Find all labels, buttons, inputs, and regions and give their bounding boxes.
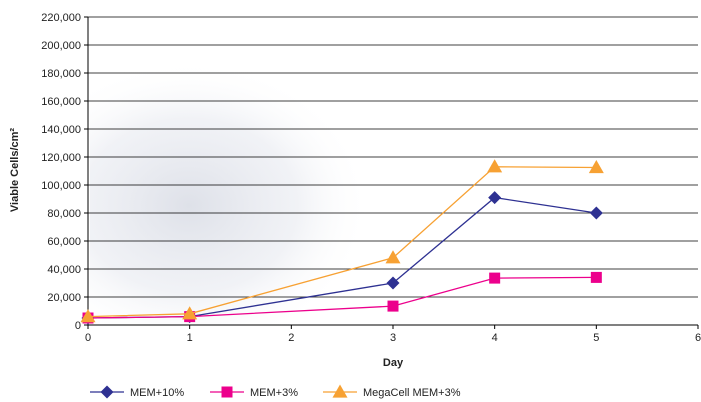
y-tick-label: 220,000 [41,12,81,24]
x-tick-label: 1 [187,332,193,344]
y-tick-label: 0 [75,320,81,332]
y-tick-label: 60,000 [47,236,81,248]
data-point-series-1 [386,276,400,290]
legend-label-2: MEM+3% [250,387,298,399]
data-point-series-1 [589,206,603,220]
legend-marker-2 [221,386,233,398]
y-tick-label: 180,000 [41,68,81,80]
data-point-series-2 [590,271,602,283]
legend-marker-3 [332,384,348,398]
y-tick-label: 120,000 [41,152,81,164]
y-tick-label: 100,000 [41,180,81,192]
x-tick-label: 0 [85,332,91,344]
legend: MEM+10% MEM+3% MegaCell MEM+3% [90,384,461,399]
y-tick-label: 80,000 [47,208,81,220]
gridlines [88,16,698,298]
y-tick-label: 200,000 [41,40,81,52]
plot-background-texture [90,60,420,325]
legend-label-1: MEM+10% [130,387,184,399]
axes: 0 20,000 40,000 60,000 80,000 100,000 120,000 1… [41,12,701,344]
x-tick-label: 3 [390,332,396,344]
y-tick-label: 20,000 [47,292,81,304]
x-tick-label: 2 [288,332,294,344]
data-point-series-3 [588,160,604,174]
data-point-series-3 [182,306,198,320]
legend-label-3: MegaCell MEM+3% [363,387,461,399]
x-axis-title: Day [383,357,404,369]
data-point-series-3 [80,309,96,323]
y-axis-title: Viable Cells/cm² [9,128,21,213]
data-point-series-3 [385,250,401,264]
x-tick-label: 6 [695,332,701,344]
data-point-series-2 [387,300,399,312]
data-point-series-3 [487,159,503,173]
legend-marker-1 [100,385,114,399]
y-tick-label: 140,000 [41,124,81,136]
y-tick-label: 160,000 [41,96,81,108]
series [80,159,604,325]
data-point-series-1 [488,191,502,205]
y-tick-label: 40,000 [47,264,81,276]
data-point-series-2 [489,272,501,284]
x-tick-label: 4 [492,332,498,344]
x-tick-label: 5 [593,332,599,344]
